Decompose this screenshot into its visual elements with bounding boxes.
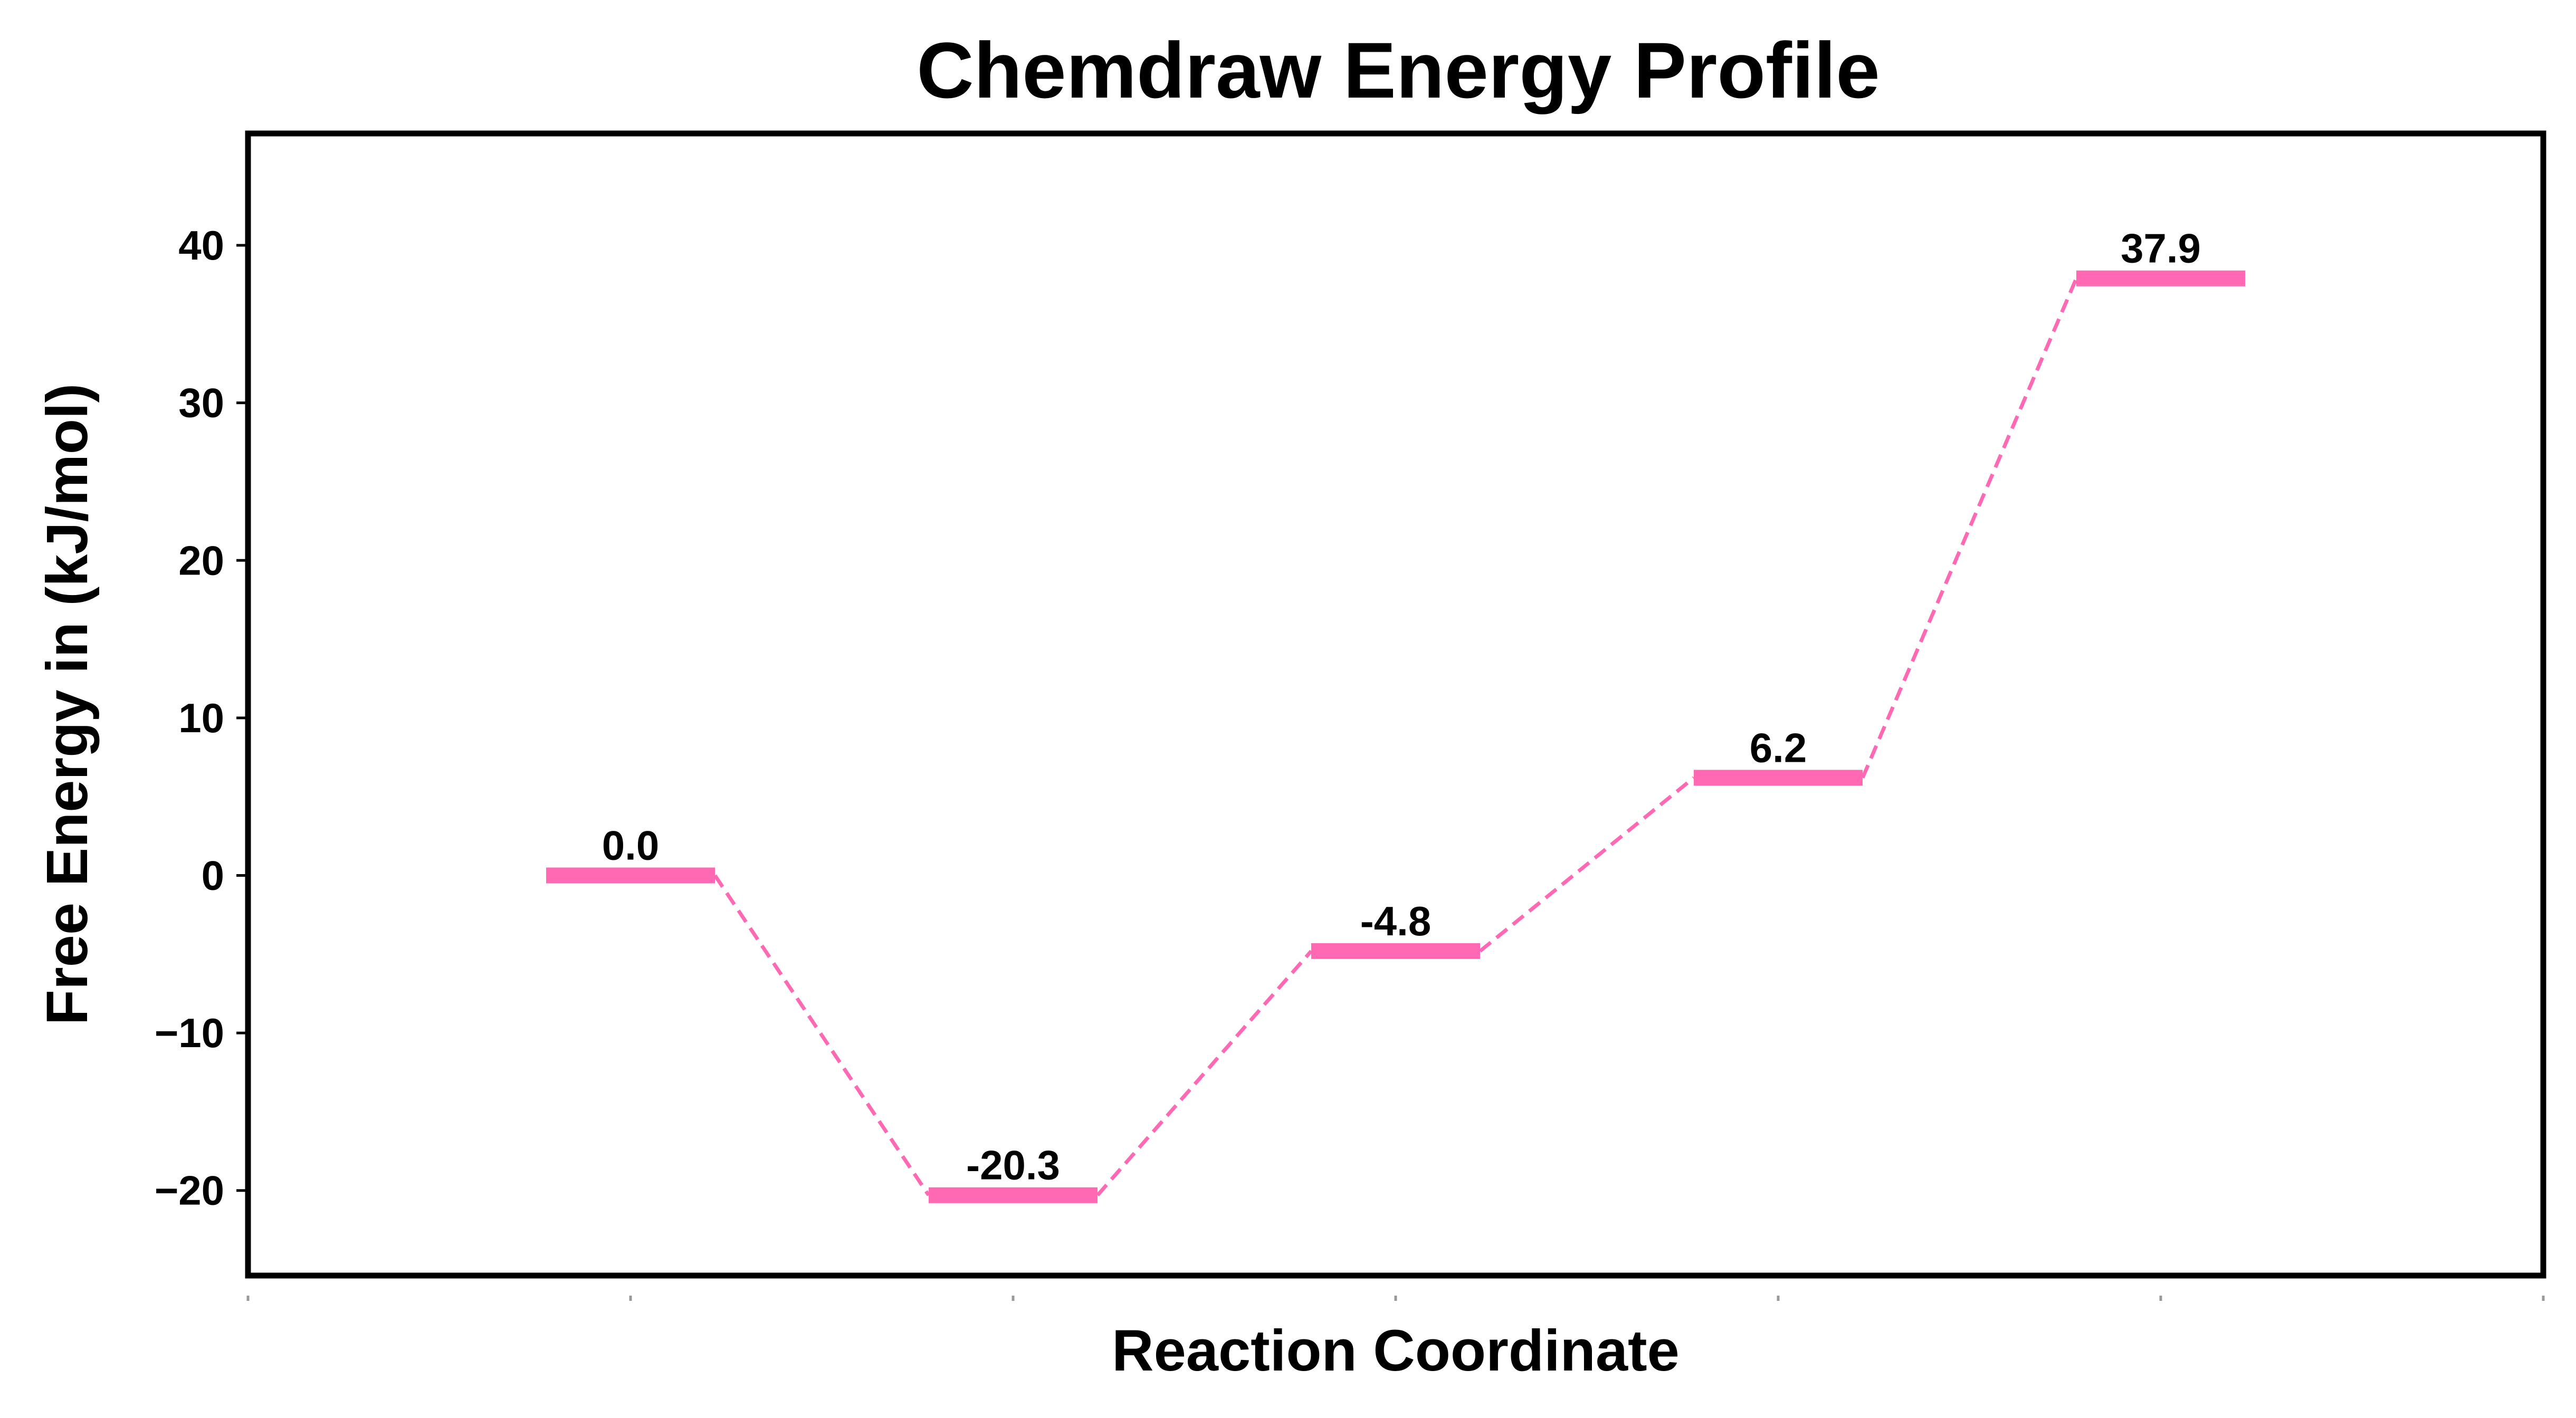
y-tick-label: −10 — [155, 1010, 224, 1056]
y-tick-label: −20 — [155, 1167, 224, 1214]
connector-line — [1096, 950, 1313, 1197]
y-tick-label: 40 — [178, 222, 224, 269]
plot-area-frame — [245, 130, 2546, 1279]
connector-line — [1478, 776, 1695, 953]
energy-levels — [546, 270, 2245, 1203]
y-axis-ticks: −20 −10 0 10 20 30 40 — [155, 222, 248, 1214]
connector-line — [713, 874, 930, 1196]
x-axis-ticks — [246, 1296, 2545, 1301]
energy-value-label: -4.8 — [1360, 898, 1431, 944]
y-axis-label: Free Energy in (kJ/mol) — [35, 384, 100, 1025]
x-axis-label: Reaction Coordinate — [1112, 1318, 1680, 1383]
y-tick-label: 30 — [178, 380, 224, 426]
y-tick-label: 20 — [178, 537, 224, 583]
energy-value-label: 0.0 — [602, 822, 659, 869]
energy-value-label: -20.3 — [966, 1142, 1060, 1189]
energy-value-label: 37.9 — [2121, 225, 2201, 272]
connector-lines — [713, 277, 2078, 1197]
connector-line — [1861, 277, 2078, 779]
y-tick-label: 0 — [202, 852, 224, 899]
chart-title: Chemdraw Energy Profile — [917, 26, 1880, 114]
y-tick-label: 10 — [178, 695, 224, 741]
energy-value-label: 6.2 — [1750, 724, 1807, 771]
energy-value-labels: 0.0 -20.3 -4.8 6.2 37.9 — [602, 225, 2201, 1189]
